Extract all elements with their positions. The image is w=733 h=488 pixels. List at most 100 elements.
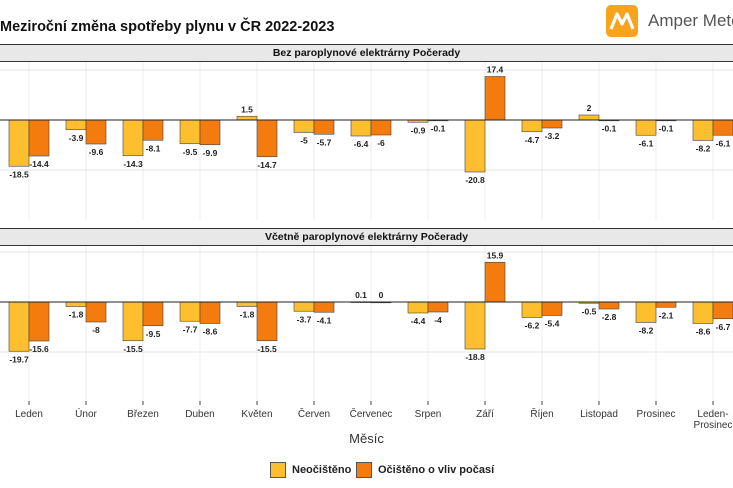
data-label: -0.1 bbox=[659, 123, 674, 133]
data-label: -6.7 bbox=[716, 322, 731, 332]
bar bbox=[692, 119, 714, 141]
x-tick-label: Červen bbox=[298, 407, 330, 420]
bar bbox=[293, 301, 315, 312]
legend-item-ocisteno: Očištěno o vliv počasí bbox=[356, 460, 494, 480]
data-label: -19.7 bbox=[9, 354, 29, 364]
data-label: -4.4 bbox=[411, 316, 426, 326]
data-label: -6.1 bbox=[639, 138, 654, 148]
x-tick-label: Listopad bbox=[580, 409, 618, 420]
bar bbox=[427, 301, 449, 313]
data-label: 0 bbox=[379, 290, 384, 300]
chart-title: Meziroční změna spotřeby plynu v ČR 2022… bbox=[0, 19, 335, 35]
amper-meter-logo-icon bbox=[606, 5, 638, 37]
bar bbox=[293, 119, 315, 133]
bar bbox=[370, 119, 392, 136]
data-label: -9.9 bbox=[203, 148, 218, 158]
bar bbox=[598, 301, 620, 310]
bar bbox=[8, 119, 30, 167]
data-label: -9.6 bbox=[89, 147, 104, 157]
bar bbox=[122, 119, 144, 157]
data-label: -8.6 bbox=[696, 327, 711, 337]
legend-label-ocisteno: Očištěno o vliv počasí bbox=[378, 464, 495, 476]
panel-title-top: Bez paroplynové elektrárny Počerady bbox=[0, 44, 733, 62]
bar bbox=[142, 119, 164, 141]
legend-label-neocisteno: Neočištěno bbox=[292, 464, 352, 476]
x-tick-label: Duben bbox=[185, 409, 214, 420]
bar bbox=[8, 301, 30, 352]
data-label: -0.5 bbox=[582, 306, 597, 316]
legend-swatch-ocisteno bbox=[356, 462, 372, 478]
bar bbox=[85, 301, 107, 323]
x-tick-label: Leden bbox=[15, 409, 43, 420]
bar bbox=[199, 301, 221, 324]
legend-swatch-neocisteno bbox=[270, 462, 286, 478]
bar bbox=[464, 119, 486, 173]
data-label: 0.1 bbox=[355, 290, 367, 300]
brand-logo: Amper Meter bbox=[606, 5, 733, 37]
data-label: -6.4 bbox=[354, 139, 369, 149]
bar bbox=[236, 115, 258, 121]
data-label: -8.6 bbox=[203, 327, 218, 337]
data-label: -14.7 bbox=[257, 160, 277, 170]
data-label: -8.2 bbox=[639, 326, 654, 336]
bar bbox=[712, 301, 733, 320]
bar bbox=[199, 119, 221, 146]
data-label: -1.8 bbox=[240, 310, 255, 320]
data-label: -0.1 bbox=[602, 123, 617, 133]
data-label: -15.5 bbox=[123, 344, 143, 354]
data-label: -5.7 bbox=[317, 137, 332, 147]
bar bbox=[65, 301, 87, 307]
data-label: -18.5 bbox=[9, 169, 29, 179]
x-tick-label: Červenec bbox=[350, 407, 393, 420]
x-tick-label: Březen bbox=[127, 409, 159, 420]
bar bbox=[65, 119, 87, 131]
data-label: -8.1 bbox=[146, 143, 161, 153]
bar bbox=[142, 301, 164, 327]
bar bbox=[313, 301, 335, 313]
x-tick-label: Leden- bbox=[697, 409, 728, 420]
bar bbox=[464, 301, 486, 350]
bar bbox=[521, 119, 543, 133]
bar bbox=[635, 119, 657, 136]
data-label: -2.8 bbox=[602, 312, 617, 322]
data-label: -0.1 bbox=[431, 123, 446, 133]
bar bbox=[407, 301, 429, 314]
data-label: -6.1 bbox=[716, 138, 731, 148]
bar bbox=[541, 119, 563, 129]
bar bbox=[256, 301, 278, 342]
x-tick-label: Prosinec bbox=[694, 420, 733, 431]
data-label: -8.2 bbox=[696, 144, 711, 154]
bar bbox=[484, 261, 506, 303]
data-label: -3.2 bbox=[545, 131, 560, 141]
data-label: -4 bbox=[434, 315, 442, 325]
bar bbox=[350, 119, 372, 137]
bar bbox=[484, 76, 506, 121]
bar bbox=[692, 301, 714, 324]
bar bbox=[179, 119, 201, 145]
bar bbox=[28, 301, 50, 342]
panel-title-bottom: Včetně paroplynové elektrárny Počerady bbox=[0, 228, 733, 246]
data-label: -0.9 bbox=[411, 125, 426, 135]
data-label: -3.7 bbox=[297, 314, 312, 324]
data-label: -1.8 bbox=[69, 310, 84, 320]
data-label: -14.4 bbox=[29, 159, 49, 169]
data-label: 15.9 bbox=[487, 250, 504, 260]
bar bbox=[578, 114, 600, 121]
data-label: -15.6 bbox=[29, 344, 49, 354]
bar bbox=[236, 301, 258, 307]
data-label: -5.4 bbox=[545, 319, 560, 329]
data-label: -5 bbox=[300, 136, 308, 146]
legend-item-neocisteno: Neočištěno bbox=[270, 460, 351, 480]
data-label: -6 bbox=[377, 138, 385, 148]
x-tick-label: Prosinec bbox=[637, 409, 676, 420]
bar bbox=[28, 119, 50, 157]
data-label: -14.3 bbox=[123, 159, 143, 169]
data-label: -6.2 bbox=[525, 321, 540, 331]
x-tick-label: Říjen bbox=[530, 407, 553, 420]
bar bbox=[179, 301, 201, 322]
data-label: -4.7 bbox=[525, 135, 540, 145]
bar bbox=[541, 301, 563, 316]
x-tick-label: Srpen bbox=[415, 409, 442, 420]
data-label: -2.1 bbox=[659, 310, 674, 320]
